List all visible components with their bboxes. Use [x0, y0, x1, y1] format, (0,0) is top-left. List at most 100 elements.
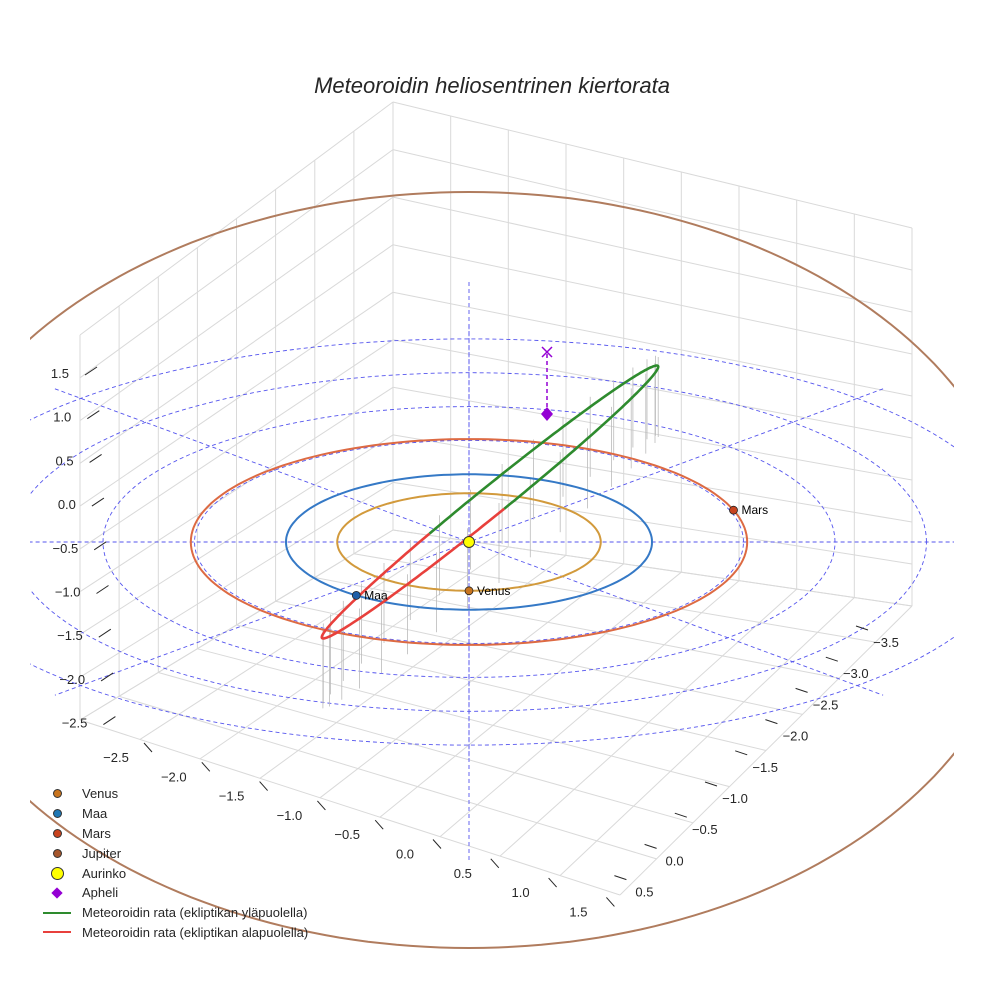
grid-line — [499, 588, 798, 857]
grid-line — [79, 101, 394, 336]
grid-line — [392, 481, 913, 565]
y-tick-mark — [317, 800, 326, 811]
grid-line — [79, 291, 394, 507]
legend-symbol — [40, 931, 74, 934]
y-tick-label: −1.5 — [219, 789, 245, 804]
grid-line — [79, 149, 394, 379]
x-tick-label: −0.5 — [692, 822, 718, 837]
aphelion-marker — [541, 407, 553, 421]
planet-marker-venus — [464, 586, 474, 596]
y-tick-label: 1.0 — [512, 885, 530, 900]
z-tick-mark — [96, 585, 109, 594]
grid-line — [439, 580, 740, 838]
y-tick-label: −2.0 — [161, 769, 187, 784]
legend-line — [43, 931, 71, 934]
grid-line — [275, 600, 803, 715]
grid-line — [392, 291, 913, 397]
orbit-venus — [336, 492, 602, 592]
y-tick-label: −0.5 — [334, 827, 360, 842]
y-tick-mark — [259, 781, 268, 791]
z-tick-mark — [100, 672, 114, 682]
grid-line — [79, 339, 394, 550]
legend-label: Venus — [82, 786, 119, 802]
orbit-maa — [284, 473, 653, 611]
legend-symbol — [40, 887, 74, 899]
x-tick-label: −2.0 — [783, 729, 809, 744]
x-tick-label: −3.0 — [843, 666, 869, 681]
grid-line — [392, 434, 913, 523]
z-tick-label: 0.0 — [58, 497, 76, 512]
z-tick-label: 1.0 — [53, 410, 71, 425]
planet-label-mars: Mars — [742, 503, 769, 517]
legend-item: Apheli — [40, 883, 308, 903]
legend-dot — [52, 828, 62, 838]
grid-line — [79, 196, 394, 422]
x-tick-mark — [795, 687, 808, 693]
legend-label: Jupiter — [82, 845, 122, 861]
grid-line — [314, 577, 840, 679]
legend-symbol — [40, 828, 74, 838]
legend-symbol — [40, 911, 74, 914]
legend-symbol — [40, 809, 74, 819]
y-tick-label: 0.5 — [454, 866, 472, 881]
legend-item: Jupiter — [40, 843, 308, 863]
legend-diamond — [51, 887, 63, 899]
legend-label: Meteoroidin rata (ekliptikan yläpuolella… — [82, 905, 308, 921]
grid-line — [319, 563, 625, 799]
legend-label: Apheli — [82, 885, 119, 901]
legend-item: Meteoroidin rata (ekliptikan yläpuolella… — [40, 903, 308, 923]
y-tick-mark — [606, 897, 615, 907]
legend-item: Mars — [40, 824, 308, 844]
legend-sun — [50, 866, 64, 880]
legend-symbol — [40, 848, 74, 858]
grid-line — [392, 386, 913, 481]
x-tick-mark — [855, 625, 869, 631]
reference-circle — [30, 372, 927, 712]
grid-line — [236, 624, 767, 751]
x-tick-label: 0.5 — [635, 885, 653, 900]
z-tick-label: −1.0 — [55, 585, 81, 600]
grid-line — [199, 546, 509, 760]
planet-label-venus: Venus — [477, 584, 510, 598]
grid-line — [619, 605, 913, 896]
grid-line — [392, 339, 913, 439]
z-tick-label: 1.5 — [51, 366, 69, 381]
sun-marker — [463, 536, 475, 548]
grid-line — [118, 695, 657, 860]
x-tick-mark — [674, 812, 687, 818]
grid-line — [197, 648, 730, 788]
legend: Venus Maa Mars Jupiter Aurinko Apheli Meteoroi… — [40, 784, 308, 942]
grid-line — [392, 149, 913, 271]
z-tick-mark — [93, 541, 107, 551]
grid-line — [79, 529, 394, 721]
z-tick-mark — [84, 366, 98, 376]
legend-label: Aurinko — [82, 865, 127, 881]
legend-item: Venus — [40, 784, 308, 804]
legend-item: Aurinko — [40, 863, 308, 883]
z-tick-label: −0.5 — [53, 541, 79, 556]
legend-item: Maa — [40, 804, 308, 824]
aphelion-top-marker — [541, 346, 553, 358]
grid-line — [392, 244, 913, 355]
planet-marker-mars — [729, 505, 738, 515]
x-tick-label: −3.5 — [873, 635, 899, 650]
x-tick-label: −1.5 — [752, 760, 778, 775]
x-tick-mark — [614, 875, 627, 881]
grid-line — [392, 529, 913, 607]
grid-line — [259, 554, 567, 779]
x-tick-mark — [825, 656, 838, 662]
y-tick-mark — [548, 877, 557, 888]
grid-line — [79, 719, 621, 896]
grid-line — [379, 571, 682, 818]
grid-line — [79, 481, 394, 678]
chart-title: Meteoroidin heliosentrinen kiertorata — [314, 73, 670, 98]
z-tick-mark — [98, 628, 112, 638]
grid-line — [353, 553, 876, 643]
grid-line — [79, 244, 394, 464]
legend-label: Mars — [82, 825, 111, 841]
legend-item: Meteoroidin rata (ekliptikan alapuolella… — [40, 923, 308, 943]
y-tick-mark — [143, 742, 153, 753]
y-tick-mark — [432, 839, 442, 849]
x-tick-mark — [644, 843, 657, 849]
